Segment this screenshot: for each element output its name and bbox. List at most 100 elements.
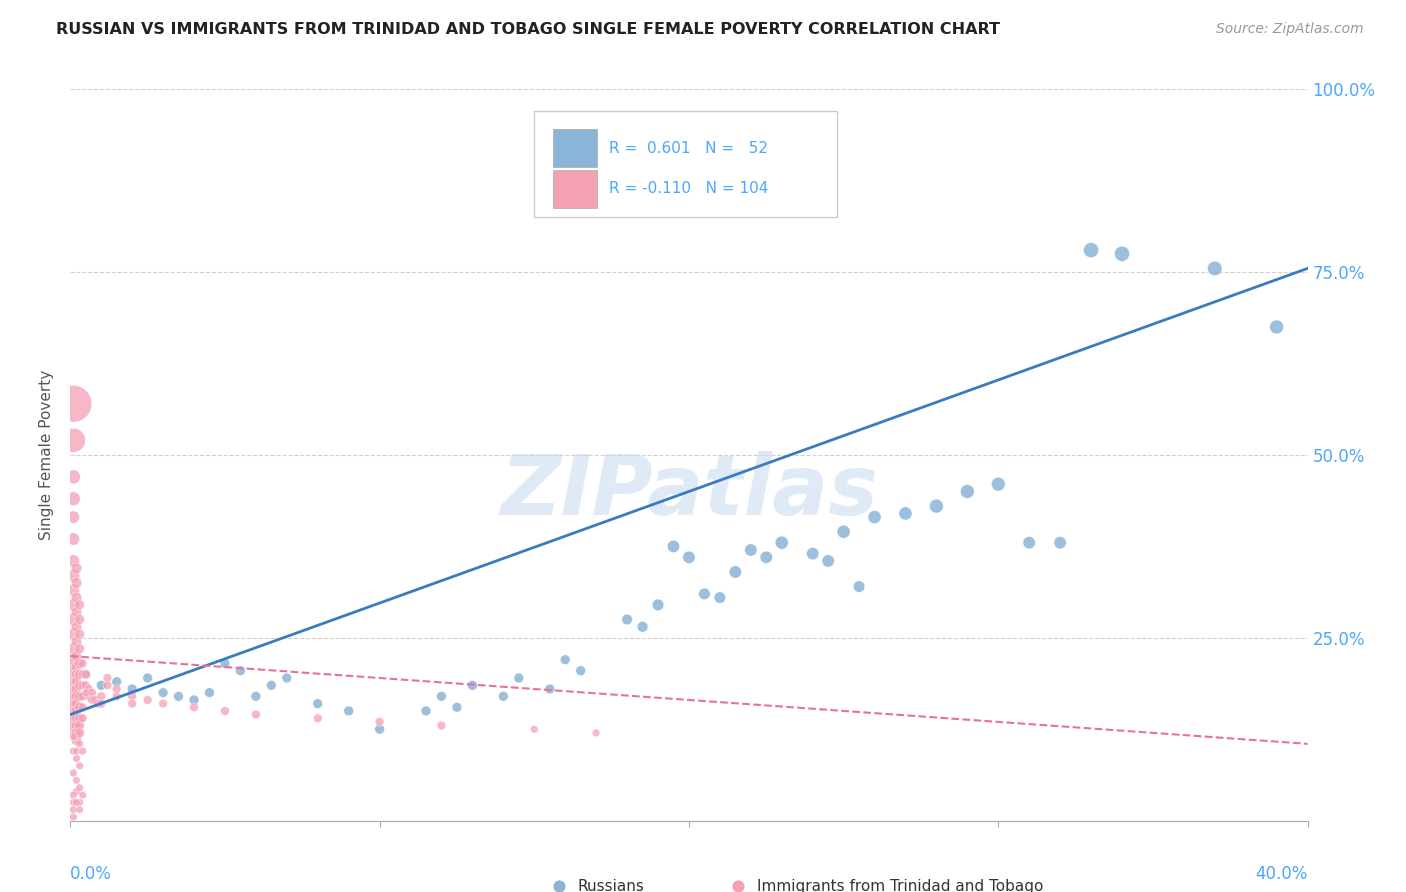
Point	[65, 704, 87, 718]
Point	[724, 565, 747, 579]
Point	[65, 690, 87, 704]
Point	[183, 693, 205, 707]
Point	[65, 649, 87, 664]
Point	[77, 681, 100, 696]
FancyBboxPatch shape	[553, 169, 598, 208]
Point	[662, 539, 685, 553]
Point	[62, 714, 84, 729]
Point	[245, 707, 267, 722]
Point	[69, 737, 91, 751]
Point	[62, 803, 84, 817]
Point	[62, 491, 84, 506]
Point	[62, 554, 84, 568]
Point	[415, 704, 437, 718]
Point	[260, 678, 283, 692]
Point	[62, 796, 84, 810]
Point	[62, 641, 84, 656]
Point	[69, 700, 91, 714]
Point	[69, 780, 91, 795]
Point	[276, 671, 298, 685]
FancyBboxPatch shape	[534, 112, 838, 218]
Point	[65, 711, 87, 725]
Point	[65, 634, 87, 648]
Point	[62, 686, 84, 700]
Point	[77, 690, 100, 704]
Point	[894, 507, 917, 521]
Point	[69, 726, 91, 740]
Point	[69, 718, 91, 732]
Point	[863, 510, 886, 524]
Point	[65, 591, 87, 605]
Point	[69, 758, 91, 772]
Point	[121, 697, 143, 711]
Text: Immigrants from Trinidad and Tobago: Immigrants from Trinidad and Tobago	[756, 879, 1043, 892]
Point	[183, 700, 205, 714]
Point	[65, 620, 87, 634]
Point	[72, 744, 94, 758]
Point	[152, 686, 174, 700]
Point	[62, 730, 84, 744]
Point	[62, 532, 84, 546]
Text: RUSSIAN VS IMMIGRANTS FROM TRINIDAD AND TOBAGO SINGLE FEMALE POVERTY CORRELATION: RUSSIAN VS IMMIGRANTS FROM TRINIDAD AND …	[56, 22, 1000, 37]
Point	[1018, 535, 1040, 549]
Text: 40.0%: 40.0%	[1256, 864, 1308, 882]
FancyBboxPatch shape	[553, 129, 598, 168]
Point	[214, 704, 236, 718]
Point	[69, 803, 91, 817]
Point	[72, 678, 94, 692]
Point	[631, 620, 654, 634]
Point	[72, 667, 94, 681]
Point	[75, 667, 97, 681]
Point	[832, 524, 855, 539]
Point	[69, 690, 91, 704]
Point	[90, 697, 112, 711]
Point	[72, 788, 94, 802]
Point	[62, 470, 84, 484]
Point	[62, 583, 84, 598]
Point	[647, 598, 669, 612]
Point	[801, 547, 824, 561]
Point	[65, 784, 87, 798]
Point	[848, 580, 870, 594]
Point	[1049, 535, 1071, 549]
Point	[90, 678, 112, 692]
Point	[105, 674, 128, 689]
Point	[585, 726, 607, 740]
Point	[62, 627, 84, 641]
Point	[430, 690, 453, 704]
Point	[770, 535, 793, 549]
Point	[62, 434, 84, 448]
Point	[523, 723, 546, 737]
Text: R = -0.110   N = 104: R = -0.110 N = 104	[609, 181, 768, 196]
Point	[214, 657, 236, 671]
Point	[368, 714, 391, 729]
Point	[152, 697, 174, 711]
Point	[72, 657, 94, 671]
Point	[62, 510, 84, 524]
Point	[307, 711, 329, 725]
Text: Russians: Russians	[578, 879, 644, 892]
Point	[62, 653, 84, 667]
Point	[65, 773, 87, 788]
Point	[87, 697, 110, 711]
Point	[1111, 246, 1133, 260]
Point	[817, 554, 839, 568]
Point	[65, 718, 87, 732]
Point	[65, 744, 87, 758]
Point	[121, 690, 143, 704]
Point	[72, 711, 94, 725]
Point	[167, 690, 190, 704]
Point	[62, 744, 84, 758]
Point	[709, 591, 731, 605]
Point	[62, 707, 84, 722]
Point	[65, 751, 87, 765]
Point	[1204, 261, 1226, 276]
Point	[987, 477, 1010, 491]
Point	[69, 678, 91, 692]
Point	[69, 627, 91, 641]
Y-axis label: Single Female Poverty: Single Female Poverty	[39, 370, 55, 540]
Point	[65, 605, 87, 619]
Point	[554, 653, 576, 667]
Point	[337, 704, 360, 718]
Point	[62, 664, 84, 678]
